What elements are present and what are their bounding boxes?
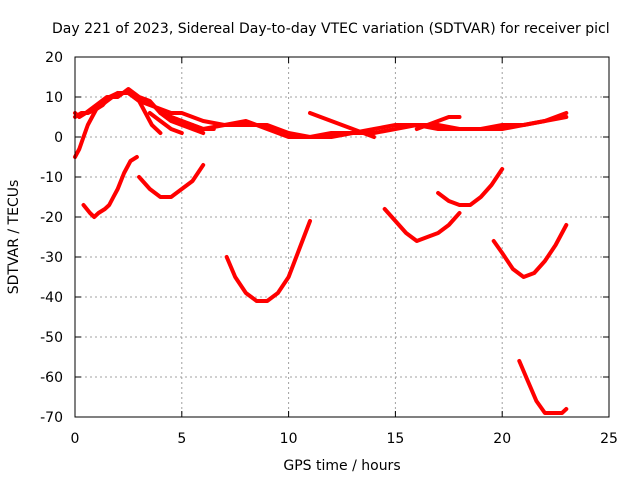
series-fall-from-peak-d xyxy=(169,115,216,131)
series-rise-11-to-14 xyxy=(308,111,376,139)
y-tick-label: -50 xyxy=(40,330,63,346)
x-tick-label: 5 xyxy=(177,431,186,447)
series-fall-from-peak-a xyxy=(126,91,163,135)
series-fall-from-peak-b xyxy=(147,111,184,135)
series-fall-from-peak-c xyxy=(158,111,206,135)
series-u-7-to-11 xyxy=(224,219,312,303)
series-rise-16-to-18 xyxy=(414,115,462,131)
x-tick-label: 10 xyxy=(280,431,298,447)
x-axis-label: GPS time / hours xyxy=(283,458,400,474)
x-tick-label: 25 xyxy=(600,431,618,447)
y-tick-label: -10 xyxy=(40,170,63,186)
grid-lines xyxy=(75,57,609,417)
series-drop-21-to-23 xyxy=(517,359,569,415)
series-arc-near-zero-2 xyxy=(73,87,569,139)
series-u-14-to-18 xyxy=(382,207,462,243)
x-tick-label: 20 xyxy=(493,431,511,447)
y-tick-label: -30 xyxy=(40,250,63,266)
plot-frame xyxy=(74,56,610,418)
tick-labels: 0 5 10 15 20 25 -70 -60 -50 -40 -30 -20 -10 0 10 20 xyxy=(40,50,618,447)
y-tick-label: 0 xyxy=(54,130,63,146)
x-tick-label: 0 xyxy=(71,431,80,447)
axis-ticks xyxy=(74,56,610,418)
y-tick-label: -40 xyxy=(40,290,63,306)
y-tick-label: -60 xyxy=(40,370,63,386)
series-layer xyxy=(73,87,569,415)
series-dip-at-start xyxy=(73,91,120,159)
series-arc-3-to-6 xyxy=(137,163,206,199)
chart-title: Day 221 of 2023, Sidereal Day-to-day VTE… xyxy=(52,21,610,37)
y-tick-label: -20 xyxy=(40,210,63,226)
series-low-arc-0-to-3 xyxy=(81,155,139,219)
series-u-19-to-23 xyxy=(491,223,569,279)
x-tick-label: 15 xyxy=(386,431,404,447)
y-axis-label: SDTVAR / TECUs xyxy=(6,180,22,295)
series-arc-17-to-20 xyxy=(436,167,505,207)
y-tick-label: 10 xyxy=(45,90,63,106)
y-tick-label: -70 xyxy=(40,410,63,426)
y-tick-label: 20 xyxy=(45,50,63,66)
